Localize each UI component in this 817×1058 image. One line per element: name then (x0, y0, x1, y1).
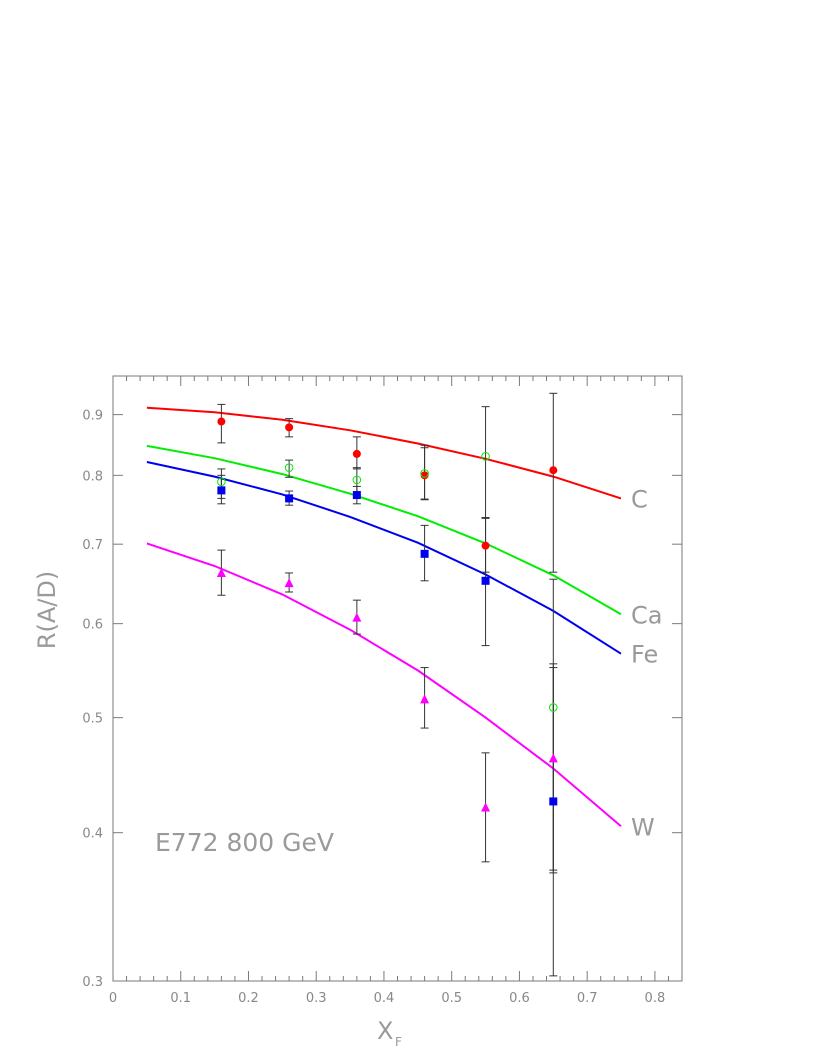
x-tick-label: 0.4 (374, 991, 395, 1006)
plot-frame (112, 375, 683, 982)
data-point-fe (352, 491, 361, 500)
x-axis-title-subscript: F (395, 1035, 402, 1049)
fit-curve-fe (146, 461, 622, 655)
series-labels: C Ca Fe W (631, 485, 662, 841)
y-tick-label: 0.9 (82, 409, 103, 424)
data-point-w (548, 753, 558, 763)
series-label-ca: Ca (631, 601, 662, 629)
x-tick-label: 0.7 (577, 991, 598, 1006)
x-tick-label: 0.5 (441, 991, 462, 1006)
data-point-c (352, 449, 361, 458)
data-point-ca (548, 703, 558, 712)
series-label-w: W (631, 813, 655, 841)
y-tick-labels: 0.3 0.4 0.5 0.6 0.7 0.8 0.9 (82, 409, 103, 990)
y-tick-label: 0.7 (82, 538, 103, 553)
series-label-c: C (631, 485, 648, 513)
data-point-fe (420, 549, 429, 558)
data-point-fe (217, 486, 226, 495)
data-point-ca (284, 463, 294, 472)
data-point-ca (420, 469, 429, 478)
data-point-w (216, 567, 226, 577)
data-point-fe (549, 797, 558, 806)
x-tick-label: 0.8 (645, 991, 666, 1006)
x-tick-label: 0.1 (170, 991, 191, 1006)
x-axis-title: X (377, 1017, 393, 1045)
data-point-c (285, 423, 294, 432)
annotation-label: E772 800 GeV (155, 828, 334, 857)
data-point-c (420, 471, 429, 480)
data-point-ca (352, 475, 362, 485)
x-tick-labels: 0 0.1 0.2 0.3 0.4 0.5 0.6 0.7 0.8 (109, 991, 665, 1006)
x-tick-label: 0.3 (306, 991, 327, 1006)
data-point-w (420, 694, 430, 704)
data-point-fe (481, 576, 490, 585)
fit-curves (146, 406, 622, 828)
y-tick-label: 0.4 (82, 827, 103, 842)
data-point-c (549, 466, 558, 475)
fit-curve-w (146, 542, 622, 828)
data-point-c (481, 541, 490, 550)
x-tick-label: 0 (109, 991, 117, 1006)
y-tick-label: 0.5 (82, 712, 103, 727)
data-markers (216, 417, 558, 812)
y-tick-label: 0.8 (82, 469, 103, 484)
fit-curve-ca (146, 444, 622, 616)
data-point-w (352, 612, 362, 622)
x-tick-label: 0.2 (238, 991, 259, 1006)
data-point-fe (285, 494, 294, 503)
data-point-c (217, 417, 226, 426)
series-label-fe: Fe (631, 641, 658, 669)
data-point-ca (481, 452, 490, 461)
axis-ticks (112, 376, 682, 982)
y-axis-title: R(A/D) (33, 571, 61, 649)
data-point-w (284, 578, 294, 588)
x-tick-label: 0.6 (509, 991, 530, 1006)
y-tick-label: 0.6 (82, 618, 103, 633)
data-point-w (481, 802, 491, 812)
error-bars (217, 392, 558, 977)
fit-curve-c (146, 406, 622, 500)
y-tick-label: 0.3 (82, 975, 103, 990)
data-point-ca (217, 477, 226, 487)
